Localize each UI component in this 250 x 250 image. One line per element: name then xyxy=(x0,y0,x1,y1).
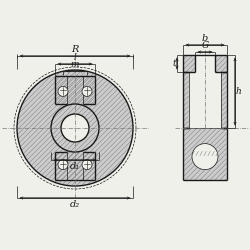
Circle shape xyxy=(61,114,89,142)
Bar xyxy=(221,72,227,128)
Bar xyxy=(55,152,95,180)
Circle shape xyxy=(192,144,218,170)
Text: d₁: d₁ xyxy=(70,162,80,171)
Text: m: m xyxy=(71,60,79,69)
Circle shape xyxy=(82,86,92,97)
Circle shape xyxy=(58,86,68,97)
Circle shape xyxy=(17,70,133,186)
Text: h: h xyxy=(236,87,242,96)
Text: G: G xyxy=(202,41,208,50)
Bar xyxy=(195,55,215,72)
Circle shape xyxy=(58,160,68,170)
Bar xyxy=(183,128,227,180)
Bar xyxy=(55,76,95,104)
Text: d₂: d₂ xyxy=(70,200,80,209)
Bar xyxy=(183,72,189,128)
Text: b: b xyxy=(202,34,208,43)
Circle shape xyxy=(82,160,92,170)
Bar xyxy=(183,55,227,72)
Text: l: l xyxy=(74,53,76,62)
Text: R: R xyxy=(71,45,79,54)
Text: t: t xyxy=(172,59,176,68)
